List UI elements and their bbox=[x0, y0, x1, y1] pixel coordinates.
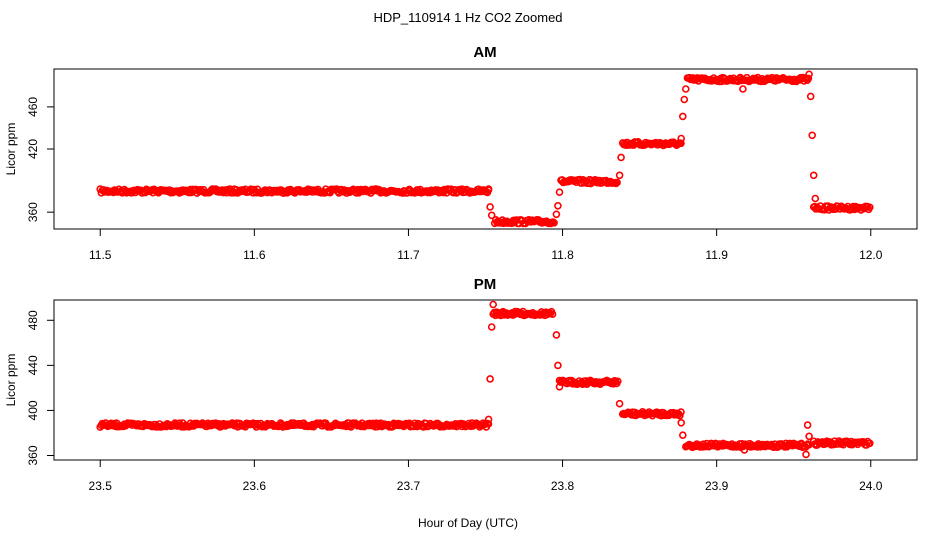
data-point bbox=[484, 420, 493, 428]
data-point bbox=[615, 171, 624, 180]
data-point bbox=[613, 377, 622, 386]
data-point bbox=[555, 188, 564, 196]
data-point bbox=[612, 179, 620, 188]
data-point bbox=[617, 153, 625, 162]
x-tick-label: 23.7 bbox=[397, 479, 421, 493]
data-points bbox=[96, 300, 874, 459]
data-point bbox=[805, 70, 813, 79]
data-point bbox=[865, 203, 874, 212]
data-point bbox=[804, 74, 813, 83]
x-tick-label: 12.0 bbox=[859, 248, 883, 262]
plot-frame bbox=[53, 299, 918, 461]
data-point bbox=[615, 399, 624, 408]
data-point bbox=[739, 85, 747, 93]
x-tick-label: 23.9 bbox=[705, 479, 729, 493]
data-point bbox=[552, 331, 561, 339]
panel-am: AM 11.5 11.6 11.7 11.8 11.9 12.0 360 420 460 Li… bbox=[4, 44, 918, 262]
data-point bbox=[484, 415, 493, 424]
y-axis: 360 420 460 bbox=[26, 97, 54, 222]
x-axis: 23.5 23.6 23.7 23.8 23.9 24.0 bbox=[89, 460, 883, 493]
data-point bbox=[487, 323, 496, 331]
data-point bbox=[809, 171, 818, 180]
data-point bbox=[484, 185, 493, 193]
x-tick-label: 24.0 bbox=[859, 479, 883, 493]
data-point bbox=[676, 411, 684, 420]
y-axis-label: Licor ppm bbox=[4, 354, 18, 407]
data-point bbox=[805, 432, 813, 441]
data-point bbox=[680, 95, 689, 104]
x-tick-label: 11.5 bbox=[89, 248, 112, 262]
data-point bbox=[677, 408, 685, 416]
x-axis: 11.5 11.6 11.7 11.8 11.9 12.0 bbox=[89, 229, 883, 262]
data-point bbox=[548, 310, 557, 319]
x-tick-label: 11.6 bbox=[243, 248, 266, 262]
y-tick-label: 360 bbox=[26, 202, 40, 222]
x-tick-label: 11.7 bbox=[397, 248, 420, 262]
data-point bbox=[808, 131, 817, 140]
y-tick-label: 400 bbox=[26, 400, 40, 420]
data-point bbox=[811, 194, 820, 203]
figure-title: HDP_110914 1 Hz CO2 Zoomed bbox=[373, 10, 562, 25]
data-points bbox=[96, 70, 874, 228]
data-point bbox=[486, 375, 494, 383]
data-point bbox=[552, 210, 561, 219]
data-point bbox=[550, 219, 558, 227]
y-axis-label: Licor ppm bbox=[4, 123, 18, 176]
data-point bbox=[555, 382, 564, 391]
data-point bbox=[678, 112, 687, 121]
data-point bbox=[554, 361, 562, 370]
data-point bbox=[486, 203, 494, 211]
data-point bbox=[677, 139, 685, 148]
data-point bbox=[489, 300, 498, 309]
y-tick-label: 440 bbox=[26, 355, 40, 375]
data-point bbox=[487, 211, 496, 220]
data-point bbox=[613, 178, 621, 187]
panel-title: AM bbox=[473, 44, 496, 61]
data-point bbox=[554, 202, 562, 210]
data-point bbox=[681, 85, 690, 93]
x-axis-label: Hour of Day (UTC) bbox=[418, 516, 518, 530]
plot-frame bbox=[53, 68, 918, 230]
data-point bbox=[806, 92, 815, 101]
data-point bbox=[678, 431, 687, 440]
panel-title: PM bbox=[474, 276, 497, 293]
data-point bbox=[802, 450, 810, 459]
x-tick-label: 23.8 bbox=[551, 479, 575, 493]
y-tick-label: 480 bbox=[26, 310, 40, 330]
x-tick-label: 11.9 bbox=[705, 248, 728, 262]
data-point bbox=[677, 418, 686, 427]
data-point bbox=[677, 134, 686, 143]
y-tick-label: 460 bbox=[26, 97, 40, 117]
x-tick-label: 23.6 bbox=[243, 479, 267, 493]
y-tick-label: 420 bbox=[26, 139, 40, 159]
x-tick-label: 23.5 bbox=[89, 479, 113, 493]
data-point bbox=[803, 421, 812, 429]
panel-pm: PM 23.5 23.6 23.7 23.8 23.9 24.0 360 400 440 480… bbox=[4, 276, 918, 493]
data-point bbox=[740, 446, 749, 454]
y-tick-label: 360 bbox=[26, 445, 40, 465]
y-axis: 360 400 440 480 bbox=[26, 310, 54, 466]
data-point bbox=[865, 439, 874, 448]
x-tick-label: 11.8 bbox=[551, 248, 574, 262]
